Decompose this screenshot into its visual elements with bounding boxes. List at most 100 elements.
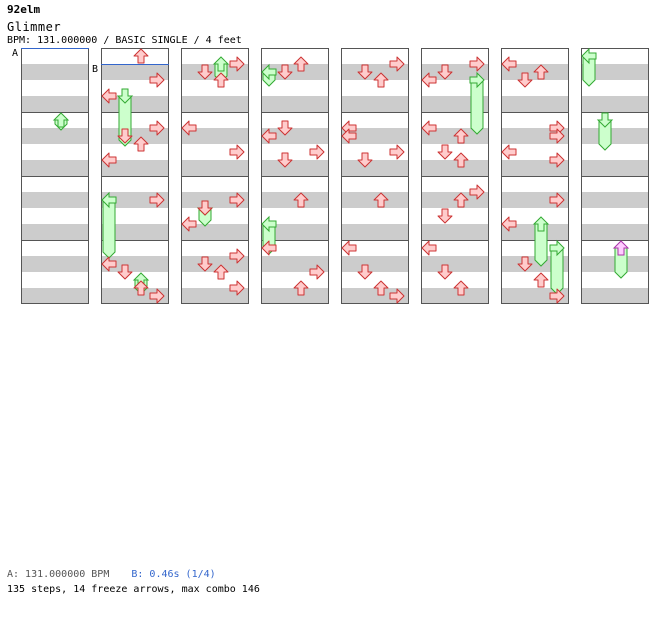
step-arrow-up bbox=[453, 192, 469, 208]
beat-stripe bbox=[181, 96, 249, 112]
step-arrow-right bbox=[149, 120, 165, 136]
chart-column bbox=[21, 48, 89, 304]
step-arrow-right bbox=[389, 56, 405, 72]
user-name: 92elm bbox=[7, 3, 41, 16]
beat-stripe bbox=[261, 288, 329, 304]
beat-stripe bbox=[21, 128, 89, 144]
step-arrow-right bbox=[149, 192, 165, 208]
beat-stripe bbox=[421, 224, 489, 240]
beat-stripe bbox=[581, 224, 649, 240]
beat-stripe bbox=[421, 288, 489, 304]
freeze-arrow bbox=[532, 216, 550, 267]
beat-stripe bbox=[261, 96, 329, 112]
step-arrow-right bbox=[549, 152, 565, 168]
step-arrow-left bbox=[261, 240, 277, 256]
step-arrow-left bbox=[501, 216, 517, 232]
column-frame bbox=[501, 48, 569, 304]
beat-stripe bbox=[21, 288, 89, 304]
beat-stripe bbox=[341, 64, 409, 80]
step-arrow-right bbox=[389, 144, 405, 160]
step-arrow-up bbox=[373, 280, 389, 296]
step-arrow-right bbox=[389, 288, 405, 304]
beat-stripe bbox=[101, 288, 169, 304]
step-arrow-up bbox=[373, 192, 389, 208]
beat-stripe bbox=[101, 128, 169, 144]
beat-stripe bbox=[181, 160, 249, 176]
beat-stripe bbox=[101, 256, 169, 272]
beat-stripe bbox=[501, 160, 569, 176]
step-arrow-up bbox=[293, 192, 309, 208]
freeze-head bbox=[532, 216, 550, 232]
beat-stripe bbox=[341, 224, 409, 240]
timing-marker-label: B bbox=[92, 64, 98, 75]
column-frame bbox=[341, 48, 409, 304]
beat-stripe bbox=[21, 224, 89, 240]
beat-stripe bbox=[341, 128, 409, 144]
step-arrow-down bbox=[277, 64, 293, 80]
freeze-arrow bbox=[549, 239, 565, 295]
step-arrow-right bbox=[549, 288, 565, 304]
beat-stripe bbox=[21, 192, 89, 208]
freeze-body bbox=[102, 199, 116, 259]
beat-stripe bbox=[581, 64, 649, 80]
beat-stripe bbox=[261, 64, 329, 80]
freeze-head bbox=[469, 71, 485, 89]
column-frame bbox=[101, 48, 169, 304]
step-arrow-right bbox=[229, 144, 245, 160]
chart-column bbox=[101, 48, 169, 304]
step-arrow-up bbox=[293, 56, 309, 72]
step-arrow-left bbox=[101, 152, 117, 168]
song-title: Glimmer bbox=[7, 20, 62, 34]
beat-stripe bbox=[261, 160, 329, 176]
freeze-head bbox=[261, 215, 277, 233]
beat-stripe bbox=[341, 160, 409, 176]
timing-legend: A: 131.000000 BPM B: 0.46s (1/4) bbox=[7, 569, 216, 581]
beat-stripe bbox=[421, 64, 489, 80]
step-arrow-up bbox=[133, 136, 149, 152]
step-arrow-left bbox=[261, 128, 277, 144]
step-arrow-left bbox=[341, 128, 357, 144]
freeze-head bbox=[581, 47, 597, 65]
chart-column bbox=[181, 48, 249, 304]
step-arrow-left bbox=[341, 240, 357, 256]
freeze-head bbox=[612, 240, 630, 256]
step-arrow-up bbox=[533, 64, 549, 80]
step-arrow-down bbox=[357, 264, 373, 280]
step-arrow-up bbox=[373, 72, 389, 88]
step-arrow-down bbox=[117, 128, 133, 144]
freeze-body bbox=[470, 79, 484, 135]
timing-marker-label: A bbox=[12, 48, 18, 59]
step-arrow-down bbox=[197, 64, 213, 80]
step-arrow-down bbox=[277, 152, 293, 168]
step-arrow-left bbox=[181, 216, 197, 232]
step-arrow-right bbox=[149, 288, 165, 304]
beat-stripe bbox=[581, 160, 649, 176]
column-frame bbox=[581, 48, 649, 304]
chart-info: BPM: 131.000000 / BASIC SINGLE / 4 feet bbox=[7, 35, 242, 46]
step-arrow-left bbox=[501, 144, 517, 160]
step-arrow-up bbox=[213, 264, 229, 280]
beat-stripe bbox=[101, 64, 169, 80]
beat-stripe bbox=[421, 160, 489, 176]
step-arrow-left bbox=[101, 88, 117, 104]
beat-stripe bbox=[181, 128, 249, 144]
step-arrow-up bbox=[453, 128, 469, 144]
step-arrow-right bbox=[549, 192, 565, 208]
beat-stripe bbox=[501, 128, 569, 144]
beat-stripe bbox=[181, 192, 249, 208]
column-frame bbox=[421, 48, 489, 304]
beat-stripe bbox=[501, 96, 569, 112]
beat-stripe bbox=[341, 256, 409, 272]
beat-stripe bbox=[581, 288, 649, 304]
freeze-head bbox=[101, 191, 117, 209]
freeze-arrow bbox=[596, 112, 614, 151]
beat-stripe bbox=[181, 256, 249, 272]
chart-column bbox=[261, 48, 329, 304]
step-arrow-down bbox=[517, 256, 533, 272]
freeze-arrow bbox=[581, 47, 597, 87]
chart-column bbox=[581, 48, 649, 304]
step-arrow-right bbox=[229, 56, 245, 72]
beat-stripe bbox=[21, 96, 89, 112]
beat-stripe bbox=[501, 192, 569, 208]
step-arrow-right bbox=[549, 128, 565, 144]
